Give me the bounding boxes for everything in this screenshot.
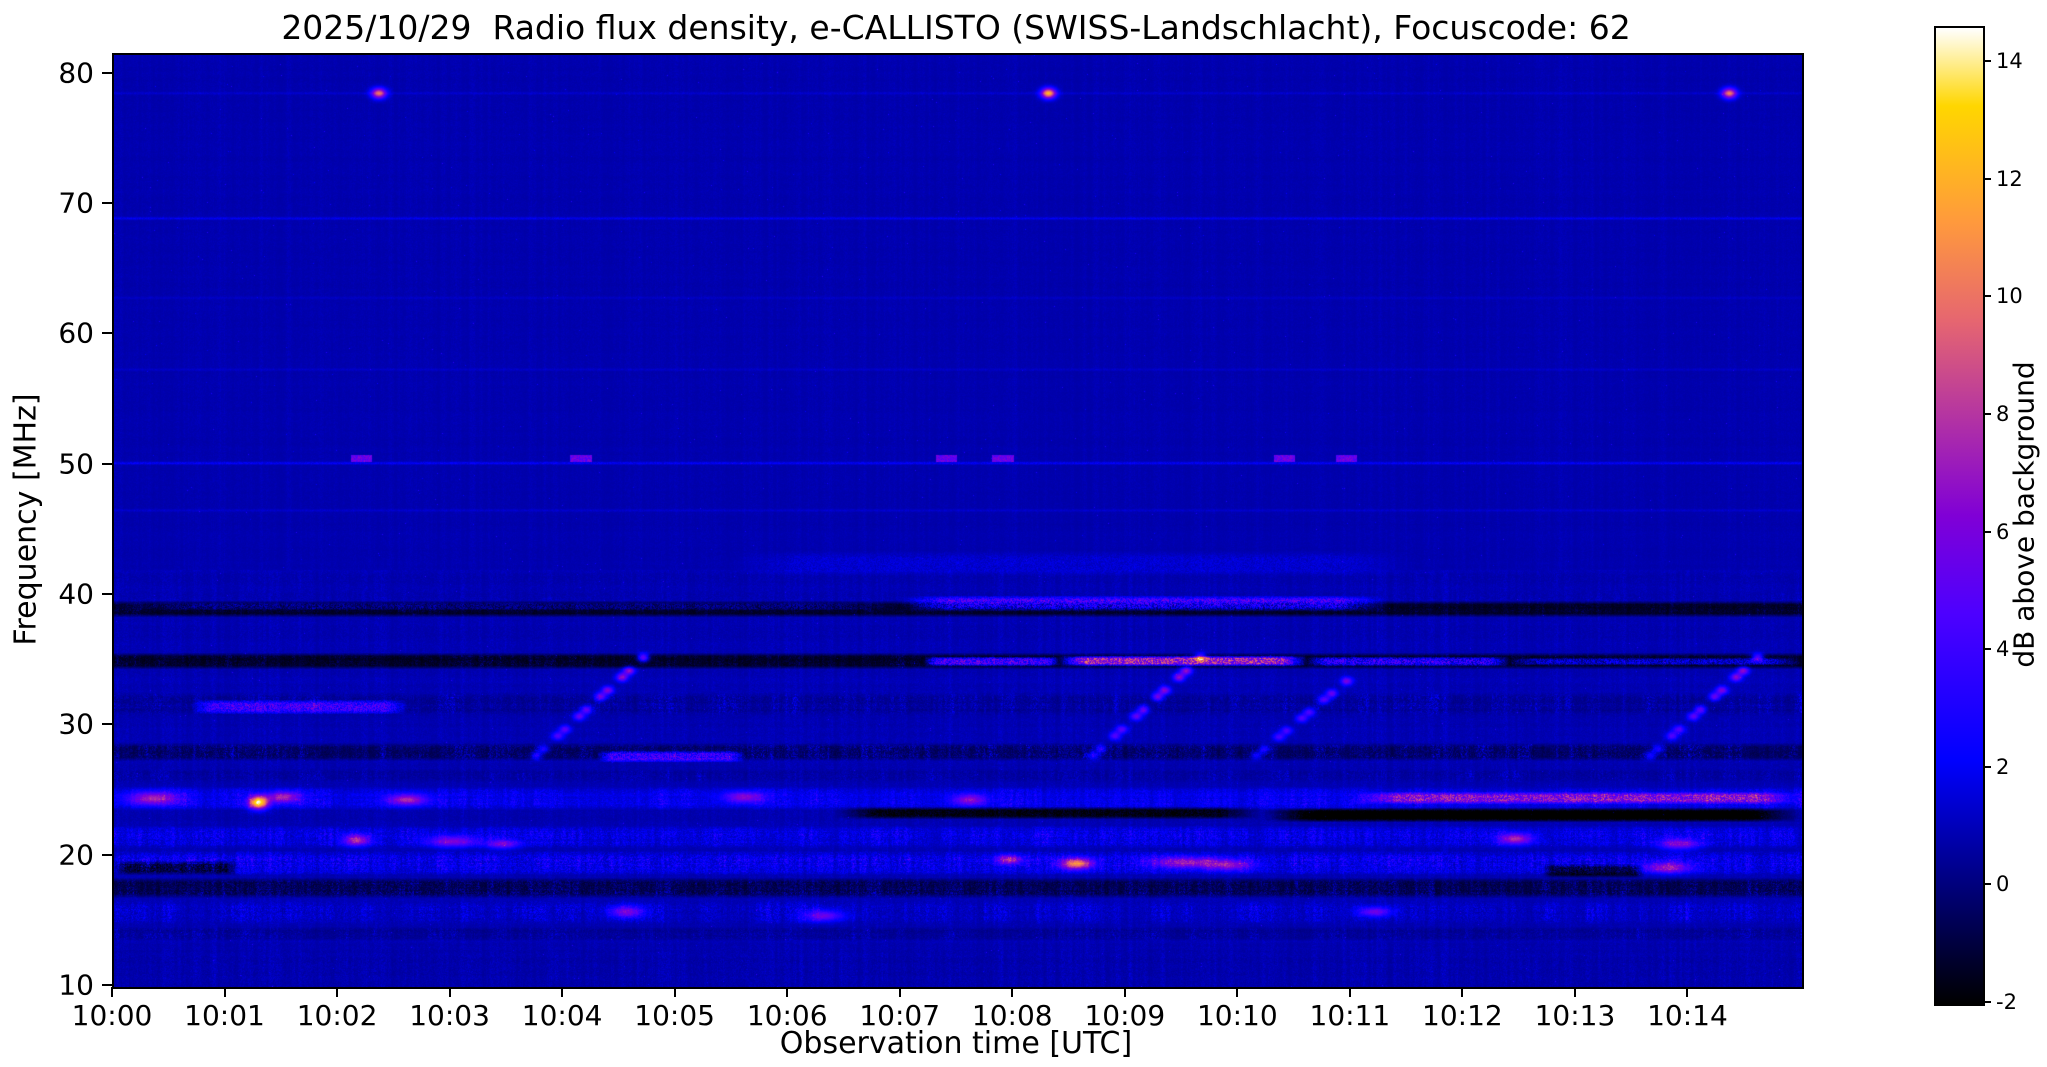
x-tick-mark: [1348, 987, 1351, 997]
y-tick-mark: [102, 723, 112, 726]
y-tick-label: 70: [58, 186, 94, 220]
y-tick-label: 40: [58, 577, 94, 611]
colorbar-tick-label: 10: [1996, 284, 2023, 309]
y-tick-label: 80: [58, 56, 94, 90]
x-tick-mark: [898, 987, 901, 997]
x-tick-label: 10:06: [746, 999, 828, 1032]
x-tick-label: 10:08: [971, 999, 1053, 1032]
y-tick-mark: [102, 984, 112, 986]
x-tick-label: 10:05: [634, 999, 716, 1032]
x-tick-mark: [786, 987, 789, 997]
x-axis-label: Observation time [UTC]: [779, 1026, 1133, 1061]
y-tick-label: 30: [58, 707, 94, 741]
y-axis-label-wrap: Frequency [MHz]: [0, 53, 52, 985]
colorbar-tick-label: 8: [1996, 402, 2010, 427]
y-tick-mark: [102, 332, 112, 335]
x-tick-mark: [561, 987, 564, 997]
colorbar-tick-mark: [1983, 413, 1991, 416]
colorbar-tick-label: 4: [1996, 637, 2010, 662]
spectrogram-canvas: [114, 55, 1802, 987]
x-tick-mark: [673, 987, 676, 997]
colorbar-tick-mark: [1983, 60, 1991, 63]
colorbar-gradient: [1936, 28, 1983, 1004]
x-tick-mark: [111, 987, 113, 997]
x-tick-label: 10:09: [1084, 999, 1166, 1032]
colorbar-tick-label: 14: [1996, 49, 2023, 74]
colorbar: [1934, 26, 1985, 1006]
y-axis-ticks: 80 70 60 50 40 30 20 10: [0, 53, 112, 1002]
x-tick-label: 10:02: [296, 999, 378, 1032]
colorbar-tick-label: 2: [1996, 754, 2010, 779]
x-tick-label: 10:01: [184, 999, 265, 1032]
colorbar-label-wrap: dB above background: [2002, 26, 2047, 1002]
x-axis-ticks: 10:00 10:01 10:02 10:03 10:04 10:05 10:06 10:07…: [72, 987, 1800, 1047]
colorbar-tick-mark: [1983, 765, 1991, 768]
colorbar-tick-label: 0: [1996, 872, 2010, 897]
x-tick-label: 10:00: [71, 999, 153, 1032]
y-tick-label: 20: [58, 838, 94, 872]
y-tick-mark: [102, 462, 112, 465]
x-tick-mark: [1461, 987, 1464, 997]
chart-title: 2025/10/29 Radio flux density, e-CALLIST…: [281, 8, 1631, 47]
x-tick-label: 10:03: [409, 999, 490, 1032]
y-tick-label: 10: [58, 968, 94, 1002]
x-tick-label: 10:11: [1309, 999, 1391, 1032]
y-axis-label: Frequency [MHz]: [8, 392, 44, 646]
colorbar-tick-mark: [1983, 177, 1991, 180]
colorbar-label: dB above background: [2008, 360, 2041, 668]
y-tick-mark: [102, 71, 112, 74]
x-tick-mark: [336, 987, 339, 997]
x-tick-mark: [1011, 987, 1014, 997]
colorbar-tick-mark: [1983, 530, 1991, 533]
colorbar-tick-label: -2: [1996, 990, 2017, 1014]
y-tick-mark: [102, 201, 112, 204]
x-tick-mark: [448, 987, 451, 997]
plot-area: [112, 53, 1804, 989]
colorbar-tick-mark: [1983, 1001, 1991, 1003]
x-tick-mark: [1686, 987, 1689, 997]
colorbar-tick-label: 12: [1996, 166, 2023, 191]
x-tick-mark: [1573, 987, 1576, 997]
y-tick-label: 60: [58, 316, 94, 350]
x-tick-mark: [1123, 987, 1126, 997]
x-tick-label: 10:13: [1534, 999, 1616, 1032]
y-tick-mark: [102, 592, 112, 595]
y-tick-mark: [102, 853, 112, 856]
x-tick-mark: [1236, 987, 1239, 997]
colorbar-ticks: 14 12 10 8 6 4 2 0 -2: [1983, 26, 2047, 1014]
x-tick-label: 10:04: [521, 999, 603, 1032]
x-tick-label: 10:12: [1422, 999, 1503, 1032]
colorbar-tick-mark: [1983, 295, 1991, 298]
colorbar-tick-mark: [1983, 648, 1991, 651]
colorbar-tick-label: 6: [1996, 519, 2010, 544]
x-tick-label: 10:10: [1196, 999, 1278, 1032]
x-tick-label: 10:07: [859, 999, 941, 1032]
x-tick-label: 10:14: [1647, 999, 1728, 1032]
y-tick-label: 50: [58, 447, 94, 481]
colorbar-tick-mark: [1983, 883, 1991, 886]
x-tick-mark: [223, 987, 226, 997]
